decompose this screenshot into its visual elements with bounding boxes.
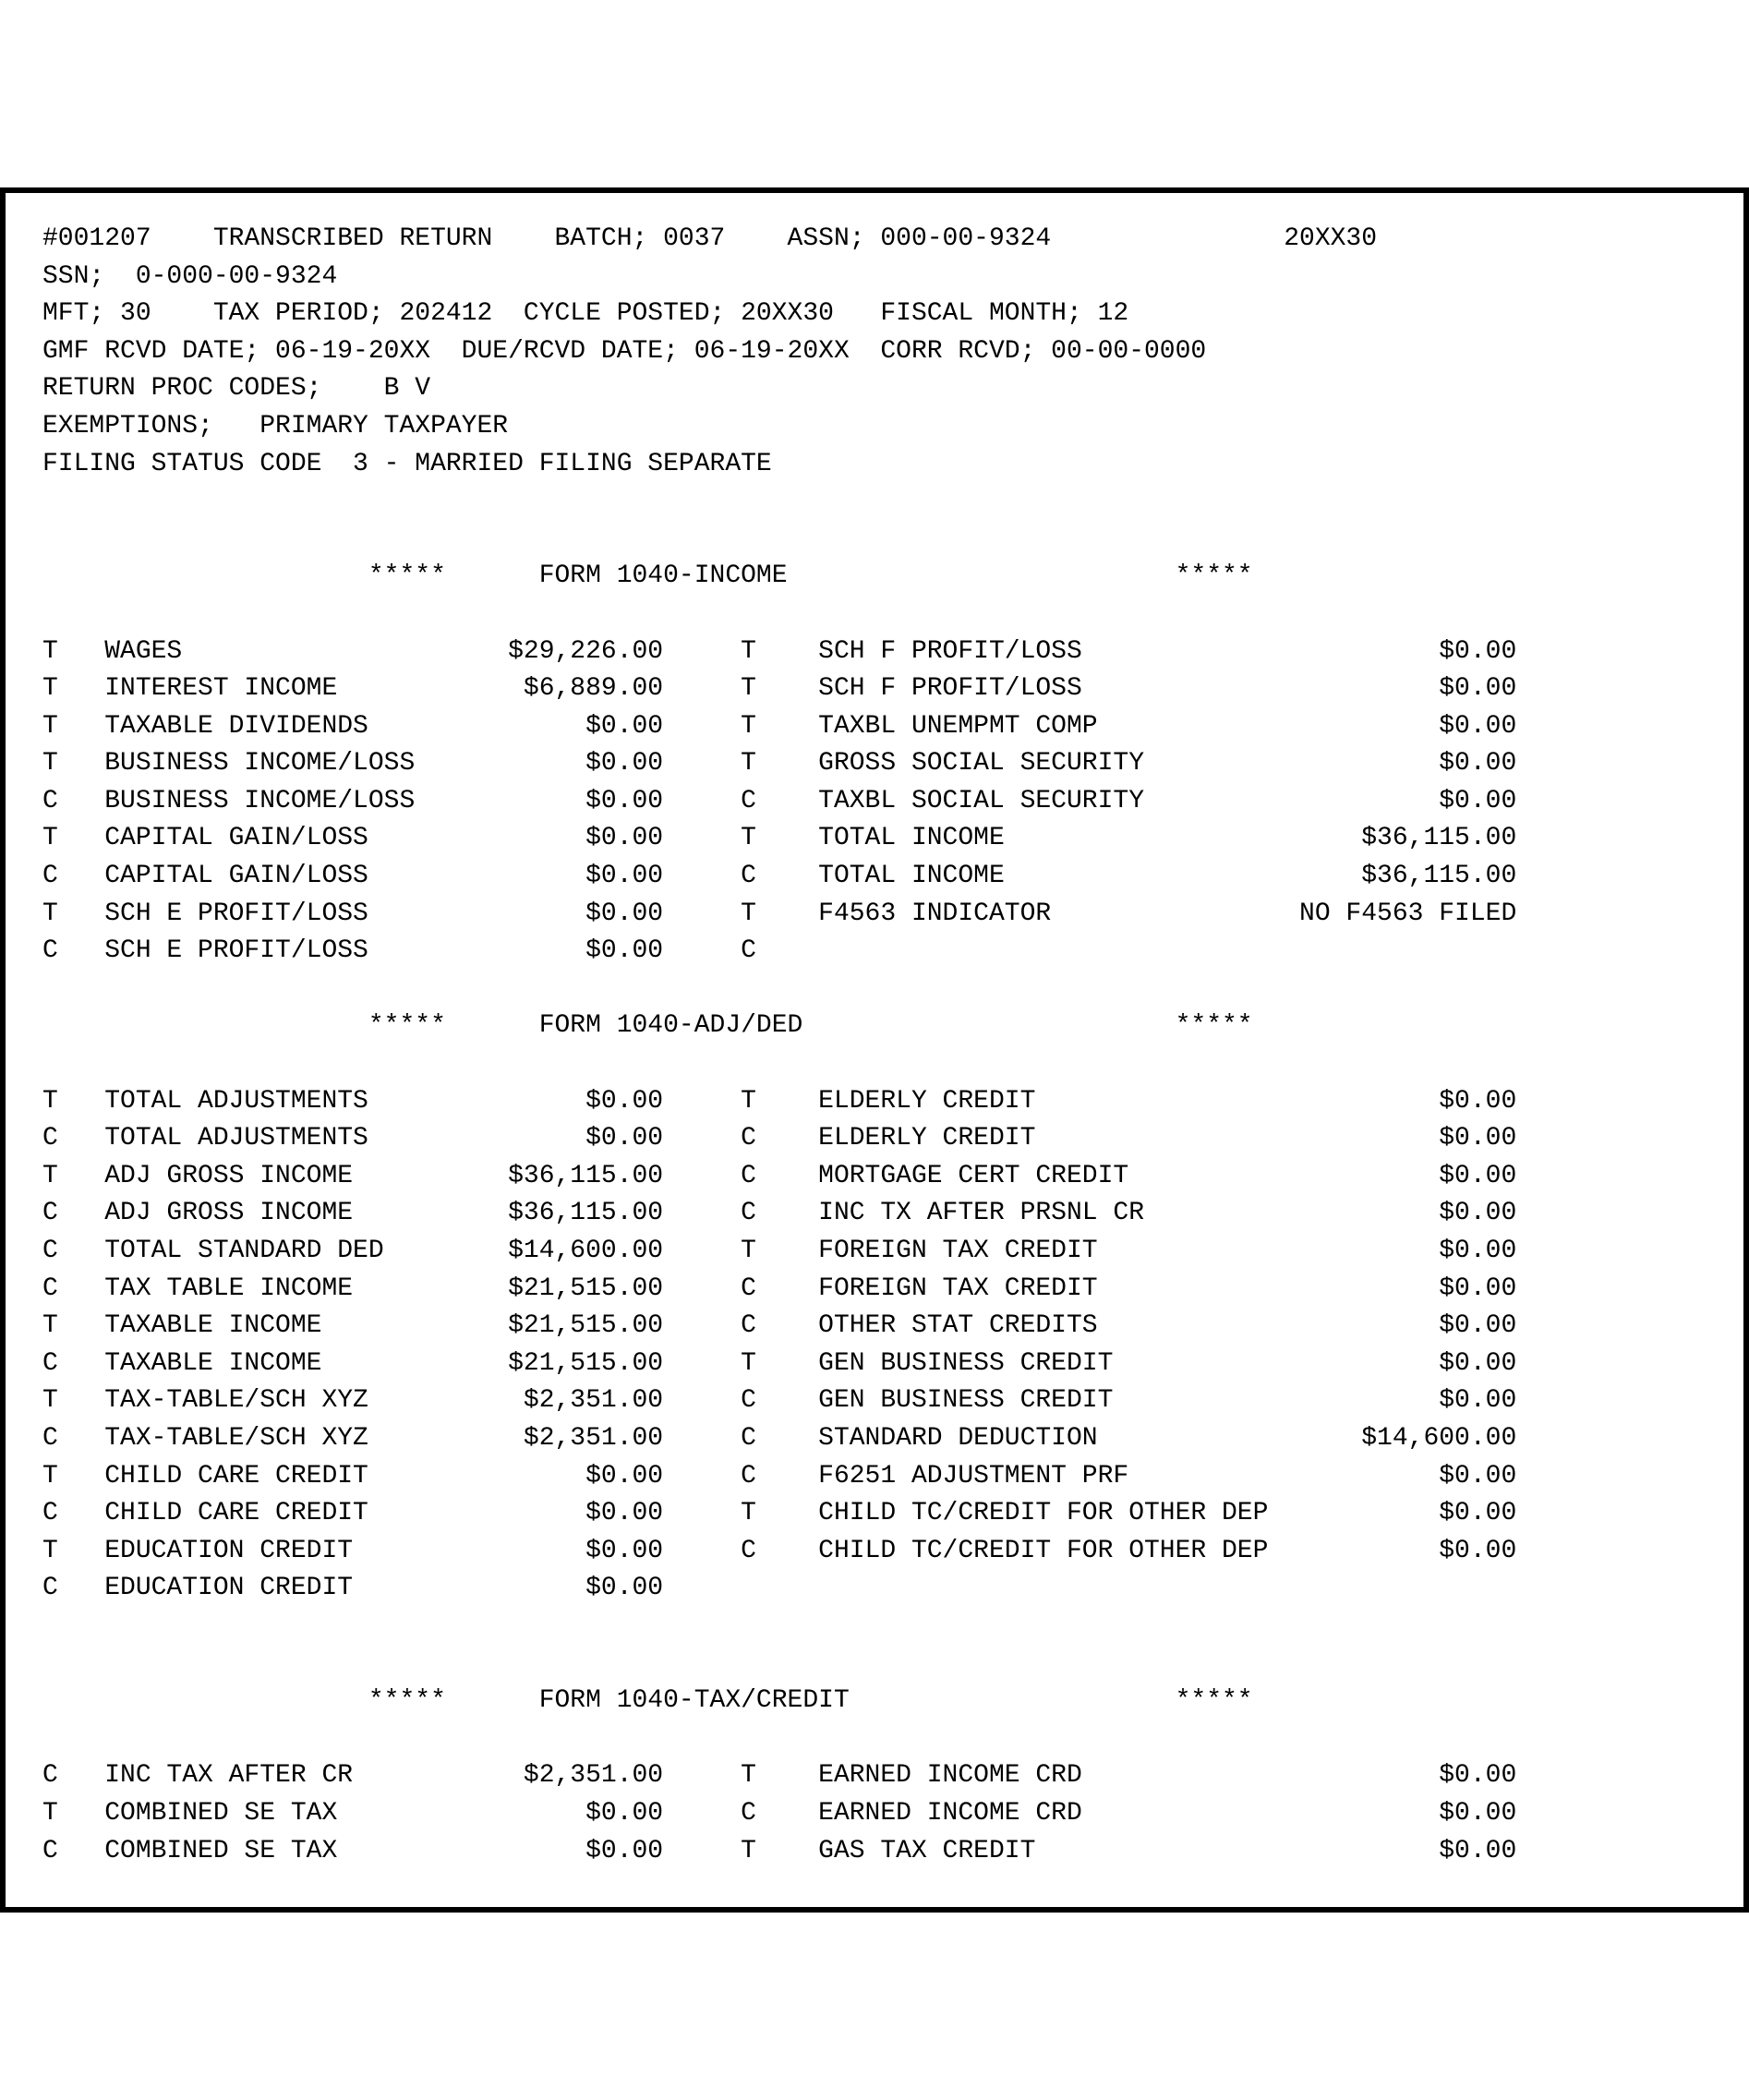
header-line: SSN; 0-000-00-9324	[42, 262, 337, 291]
header-line: FILING STATUS CODE 3 - MARRIED FILING SE…	[42, 450, 772, 478]
header-line: GMF RCVD DATE; 06-19-20XX DUE/RCVD DATE;…	[42, 337, 1206, 366]
header-line: EXEMPTIONS; PRIMARY TAXPAYER	[42, 412, 508, 441]
header-block: #001207 TRANSCRIBED RETURN BATCH; 0037 A…	[42, 221, 1707, 483]
header-line: #001207 TRANSCRIBED RETURN BATCH; 0037 A…	[42, 224, 1377, 253]
document-page: #001207 TRANSCRIBED RETURN BATCH; 0037 A…	[0, 187, 1749, 1913]
header-line: RETURN PROC CODES; B V	[42, 374, 430, 403]
header-line: MFT; 30 TAX PERIOD; 202412 CYCLE POSTED;…	[42, 299, 1128, 328]
sections-block: ***** FORM 1040-INCOME ***** T WAGES $29…	[42, 483, 1707, 1870]
